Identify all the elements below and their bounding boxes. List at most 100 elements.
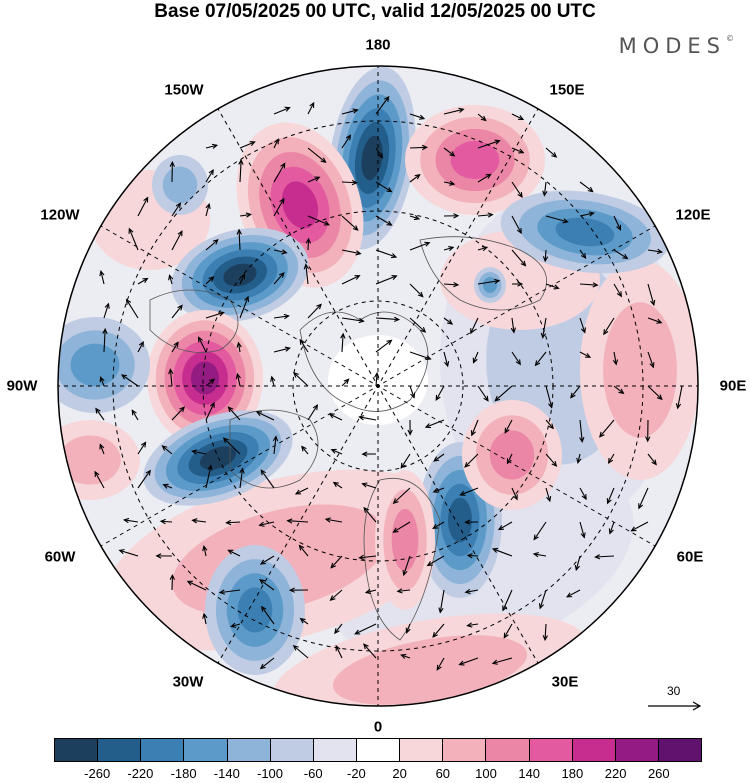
wind-arrow [218,589,241,595]
wind-arrow [477,139,501,149]
wind-arrow [191,449,207,455]
wind-arrow [128,227,139,251]
lon-label-180: 180 [365,36,391,54]
wind-arrow [303,263,309,285]
wind-arrow [354,623,377,635]
colorbar-segment [98,739,142,761]
wind-arrow [363,506,377,523]
wind-arrow [510,317,517,334]
wind-arrow [375,249,398,259]
wind-arrow [307,303,322,319]
lon-label-120e: 120E [675,206,711,224]
colorbar-segment [356,739,401,761]
meridian-line [212,99,544,673]
wind-arrow [477,278,501,285]
wind-arrow [464,519,479,525]
wind-arrow [169,573,175,591]
wind-arrow [375,215,393,226]
reference-vector-label: 30 [667,684,681,698]
wind-arrow [392,521,411,533]
wind-arrow [545,453,558,467]
negative-anomaly-centre [448,497,472,543]
wind-arrow [131,409,139,421]
wind-arrow [407,419,413,436]
wind-arrow [579,351,592,358]
wind-arrow [647,385,663,401]
wind-arrow [239,141,256,149]
wind-arrow [122,517,139,524]
wind-arrow [491,657,513,665]
map-title: Base 07/05/2025 00 UTC, valid 12/05/2025… [154,1,596,22]
wind-arrow [259,555,275,565]
wind-arrow [259,579,275,591]
wind-arrow [464,453,479,468]
wind-arrow [400,653,411,659]
colorbar-tick-label: -20 [346,766,366,781]
wind-arrow [532,552,547,558]
lon-label-30e: 30E [551,673,579,691]
wind-arrow [358,415,377,421]
wind-arrow [511,281,524,287]
wind-arrow [341,275,361,285]
wind-arrow [293,372,309,387]
wind-arrow [168,368,174,387]
wind-arrow [205,169,214,183]
wind-arrow [341,108,359,115]
wind-arrow [472,351,479,364]
colorbar-tick-label: 100 [475,766,497,781]
latitude-circle [292,300,464,472]
wind-arrow [613,385,625,395]
wind-arrow [294,487,309,495]
wind-arrow [205,276,215,285]
wind-arrow [341,179,358,186]
wind-arrow [375,316,401,322]
wind-arrow [542,249,549,263]
lon-label-150w: 150W [164,81,204,99]
wind-arrow [470,419,479,437]
wind-arrow [424,419,445,429]
wind-arrow [118,549,139,557]
wind-arrow [612,351,619,366]
wind-arrow [171,341,179,353]
wind-arrow [95,407,105,421]
wind-arrow [137,277,149,285]
wind-arrow [409,317,427,333]
wind-arrow [205,464,213,489]
wind-arrow [205,378,216,387]
wind-arrow [432,487,445,493]
wind-arrow [186,580,207,591]
wind-arrow [613,249,629,260]
wind-arrow [435,385,445,401]
wind-arrow [307,147,327,163]
wind-arrow [438,589,445,614]
colorbar-tick-label: -60 [303,766,323,781]
wind-arrow [270,375,276,387]
wind-arrow [594,554,615,560]
wind-arrow [171,406,186,421]
wind-arrow [511,113,525,120]
wind-arrow [579,181,594,193]
colorbar-tick-label: -100 [256,766,284,781]
reference-vector [648,701,702,711]
wind-arrow [400,453,411,469]
wind-arrow [579,282,599,288]
wind-arrow [236,341,242,353]
wind-arrow [477,113,487,122]
wind-arrow [538,589,547,610]
colorbar-tick-label: -260 [84,766,111,781]
wind-arrow [477,212,494,218]
wind-arrow [570,385,581,399]
wind-vectors [94,95,683,671]
wind-arrow [443,317,454,325]
wind-arrow [258,521,275,527]
wind-arrow [307,404,319,421]
wind-arrow [161,445,173,455]
wind-arrow [168,274,174,285]
wind-arrow [340,332,346,353]
wind-arrow [443,180,456,186]
positive-anomaly-centre [391,508,419,572]
wind-arrow [363,643,377,659]
colorbar-segment [658,739,702,761]
wind-arrow [205,311,225,319]
wind-arrow [341,317,365,324]
